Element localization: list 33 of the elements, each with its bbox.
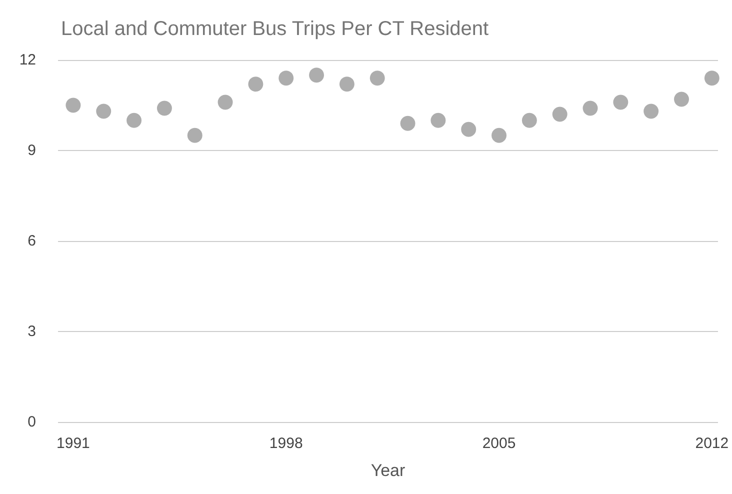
y-tick-label: 9 — [28, 142, 36, 159]
point — [674, 92, 689, 107]
point — [430, 112, 446, 128]
point — [156, 100, 172, 116]
y-tick-label: 6 — [28, 232, 36, 250]
y-tick-label: 3 — [28, 323, 36, 340]
chart-title: Local and Commuter Bus Trips Per CT Resident — [61, 18, 490, 40]
point — [187, 128, 202, 143]
x-axis-title: Year — [370, 461, 406, 480]
point — [126, 112, 142, 128]
point — [278, 70, 294, 86]
x-tick-label: 1998 — [269, 435, 303, 452]
y-tick-label: 0 — [28, 414, 36, 430]
point — [339, 76, 354, 92]
point — [522, 112, 537, 128]
point — [309, 68, 324, 83]
x-tick-label: 2005 — [482, 435, 516, 452]
point — [370, 70, 385, 86]
point — [582, 100, 598, 116]
point — [400, 116, 416, 131]
point — [96, 104, 112, 119]
point — [704, 70, 720, 86]
point — [461, 122, 476, 137]
point — [644, 104, 659, 119]
point — [552, 106, 568, 122]
point — [248, 76, 264, 92]
point — [218, 94, 233, 110]
point — [613, 94, 628, 110]
point — [66, 98, 81, 113]
x-tick-label: 2012 — [695, 435, 729, 452]
point — [492, 128, 507, 143]
y-tick-label: 12 — [19, 52, 36, 68]
x-tick-label: 1991 — [56, 435, 90, 452]
